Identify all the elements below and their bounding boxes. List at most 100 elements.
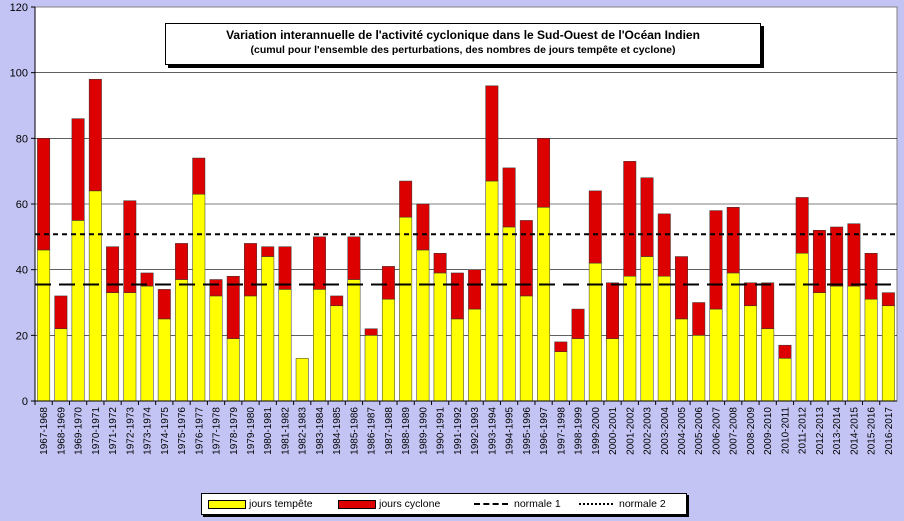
legend-label-normale1: normale 1 (514, 498, 561, 510)
legend-item-storm: jours tempête (208, 497, 313, 511)
bar-storm-days (485, 180, 499, 402)
bar-storm-days (226, 338, 240, 402)
x-tick-label: 1987-1988 (384, 407, 395, 455)
x-tick-label: 1989-1990 (418, 407, 429, 455)
bar-storm-days (519, 295, 533, 402)
bar-cyclone-days (692, 302, 706, 336)
bar-cyclone-days (864, 253, 878, 300)
x-tick-label: 1998-1999 (574, 407, 585, 455)
x-tick-label: 1972-1973 (125, 407, 136, 455)
bar-storm-days (244, 295, 257, 402)
bar-storm-days (157, 318, 171, 402)
bar-cyclone-days (778, 344, 792, 359)
x-tick-label: 1984-1985 (332, 407, 343, 455)
legend-line-normale2 (579, 503, 613, 505)
bar-cyclone-days (278, 246, 292, 290)
bar-storm-days (71, 220, 85, 402)
bar-storm-days (709, 308, 723, 402)
bar-cyclone-days (537, 138, 551, 208)
bar-storm-days (261, 256, 275, 402)
x-tick-label: 1978-1979 (229, 407, 240, 455)
bar-storm-days (192, 193, 206, 402)
bar-cyclone-days (106, 246, 120, 293)
bar-cyclone-days (726, 207, 740, 274)
chart-subtitle: (cumul pour l'ensemble des perturbations… (250, 44, 676, 56)
y-tick-label: 100 (10, 68, 28, 80)
x-tick-label: 2009-2010 (763, 407, 774, 455)
x-tick-label: 2008-2009 (746, 407, 757, 455)
bar-storm-days (468, 308, 482, 402)
legend-swatch-storm (208, 499, 246, 509)
x-tick-label: 1976-1977 (194, 407, 205, 455)
y-tick-labels: 0 20 40 60 80 100 120 (10, 2, 35, 408)
y-tick-label: 0 (22, 396, 28, 408)
x-tick-label: 1967-1968 (39, 407, 50, 455)
bar-cyclone-days (675, 256, 688, 320)
bar-storm-days (88, 190, 102, 402)
bar-cyclone-days (485, 85, 499, 182)
bar-storm-days (537, 207, 551, 402)
x-tick-label: 1970-1971 (91, 407, 102, 455)
x-tick-label: 1994-1995 (505, 407, 516, 455)
y-tick-label: 80 (16, 133, 28, 145)
bar-storm-days (847, 285, 861, 402)
x-tick-label: 1980-1981 (263, 407, 274, 455)
bar-storm-days (812, 292, 826, 402)
y-tick-label: 40 (16, 265, 28, 277)
x-tick-label: 1990-1991 (436, 407, 447, 455)
bar-storm-days (381, 298, 395, 402)
bar-storm-days (416, 249, 430, 402)
bar-storm-days (54, 328, 68, 402)
bar-storm-days (313, 289, 326, 402)
bar-cyclone-days (313, 236, 326, 290)
x-tick-label: 1979-1980 (246, 407, 257, 455)
bar-cyclone-days (606, 282, 619, 339)
x-tick-labels: 1967-1968 1968-1969 1969-1970 1970-1971 1971… (34, 401, 895, 455)
x-tick-label: 2014-2015 (849, 407, 860, 455)
x-tick-label: 1974-1975 (160, 407, 171, 455)
bar-storm-days (744, 305, 757, 402)
bar-storm-days (795, 253, 809, 402)
bar-storm-days (623, 275, 637, 402)
bar-storm-days (37, 249, 51, 402)
bar-cyclone-days (761, 282, 775, 330)
bar-storm-days (330, 305, 344, 402)
bar-storm-days (726, 272, 740, 402)
legend-item-cyclone: jours cyclone (338, 497, 440, 511)
x-tick-label: 1993-1994 (487, 407, 498, 455)
x-tick-label: 1985-1986 (349, 407, 360, 455)
bar-cyclone-days (433, 253, 447, 274)
legend-item-normale2: normale 2 (579, 497, 666, 511)
x-tick-label: 1977-1978 (212, 407, 223, 455)
bar-storm-days (571, 338, 585, 402)
x-tick-label: 2005-2006 (694, 407, 705, 455)
bar-cyclone-days (709, 210, 723, 310)
legend-label-storm: jours tempête (249, 498, 313, 510)
chart-title-box: Variation interannuelle de l'activité cy… (165, 23, 761, 65)
legend-label-cyclone: jours cyclone (379, 498, 441, 510)
bar-cyclone-days (795, 197, 809, 254)
bar-cyclone-days (88, 78, 102, 192)
bar-cyclone-days (623, 161, 637, 277)
x-tick-label: 2006-2007 (711, 407, 722, 455)
bar-storm-days (209, 295, 223, 402)
bar-storm-days (140, 285, 154, 402)
bar-storm-days (502, 226, 516, 402)
bar-cyclone-days (416, 203, 430, 251)
bar-cyclone-days (175, 243, 188, 280)
bar-storm-days (347, 279, 361, 402)
bar-cyclone-days (37, 138, 51, 251)
bar-storm-days (881, 305, 895, 402)
bar-cyclone-days (571, 308, 585, 339)
x-tick-label: 1981-1982 (280, 407, 291, 455)
x-tick-label: 2002-2003 (643, 407, 654, 455)
legend-line-normale1 (474, 503, 508, 505)
bar-storm-days (778, 358, 792, 402)
x-tick-label: 1991-1992 (453, 407, 464, 455)
bar-cyclone-days (157, 289, 171, 320)
bar-cyclone-days (244, 243, 257, 297)
bar-storm-days (295, 358, 309, 402)
bar-cyclone-days (123, 200, 137, 293)
bar-storm-days (554, 351, 568, 402)
